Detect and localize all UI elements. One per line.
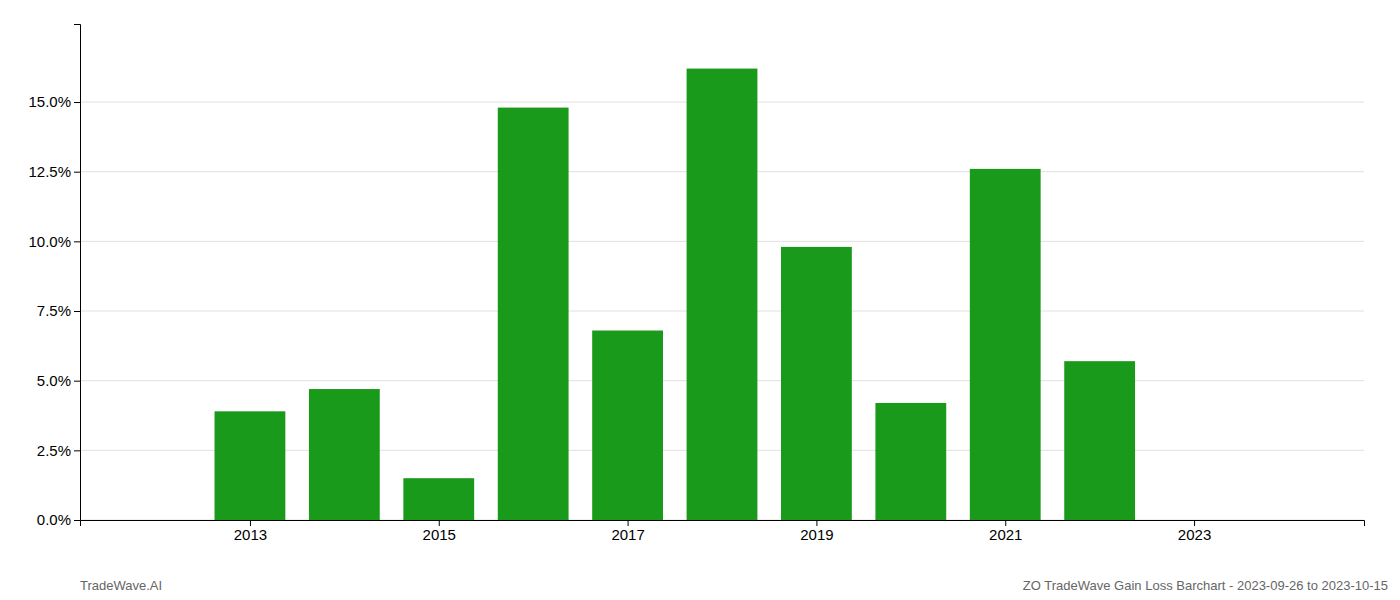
x-tick-label: 2013	[234, 526, 267, 543]
bar	[970, 169, 1041, 520]
x-tick-label: 2015	[423, 526, 456, 543]
bar	[309, 389, 380, 520]
chart: 2013 2015 2017 2019 2021 2023 0.0% 2.5% 5.0% 7.5%…	[0, 0, 1400, 600]
bar	[498, 108, 569, 520]
y-tick-mark	[74, 450, 80, 451]
footer-left: TradeWave.AI	[80, 578, 162, 593]
bar	[875, 403, 946, 520]
y-tick-mark	[74, 241, 80, 242]
bar	[781, 247, 852, 520]
y-tick-label: 15.0%	[28, 93, 71, 110]
y-tick-label: 7.5%	[37, 302, 71, 319]
x-axis-line	[81, 521, 1365, 527]
x-tick: 2017	[611, 520, 644, 543]
x-tick: 2015	[423, 520, 456, 543]
y-tick-mark	[74, 311, 80, 312]
x-tick-label: 2017	[611, 526, 644, 543]
bars	[215, 69, 1136, 520]
x-tick: 2021	[989, 520, 1022, 543]
y-tick-label: 12.5%	[28, 163, 71, 180]
y-axis-line	[74, 25, 81, 521]
x-tick-label: 2023	[1178, 526, 1211, 543]
y-tick: 0.0%	[37, 511, 80, 528]
y-tick-label: 10.0%	[28, 233, 71, 250]
bar	[592, 331, 663, 520]
bar	[687, 69, 758, 520]
x-axis: 2013 2015 2017 2019 2021 2023	[81, 520, 1365, 543]
y-tick-mark	[74, 102, 80, 103]
x-tick: 2023	[1178, 520, 1211, 543]
x-tick-label: 2019	[800, 526, 833, 543]
y-tick: 5.0%	[37, 372, 80, 389]
y-tick-label: 2.5%	[37, 442, 71, 459]
y-tick-label: 5.0%	[37, 372, 71, 389]
y-tick: 2.5%	[37, 442, 80, 459]
bar	[215, 411, 286, 520]
y-tick: 12.5%	[28, 163, 80, 180]
bar	[403, 478, 474, 520]
y-tick-label: 0.0%	[37, 511, 71, 528]
y-axis: 0.0% 2.5% 5.0% 7.5% 10.0% 12.5% 15.0%	[28, 25, 80, 529]
bar	[1064, 361, 1135, 520]
y-tick-mark	[74, 381, 80, 382]
x-tick: 2019	[800, 520, 833, 543]
plot-area: 2013 2015 2017 2019 2021 2023 0.0% 2.5% 5.0% 7.5%…	[28, 25, 1364, 543]
y-tick: 7.5%	[37, 302, 80, 319]
y-tick: 10.0%	[28, 233, 80, 250]
footer-right: ZO TradeWave Gain Loss Barchart - 2023-0…	[1023, 578, 1388, 593]
x-tick-label: 2021	[989, 526, 1022, 543]
x-tick: 2013	[234, 520, 267, 543]
y-tick: 15.0%	[28, 93, 80, 110]
y-tick-mark	[74, 172, 80, 173]
y-tick-mark	[74, 520, 80, 521]
